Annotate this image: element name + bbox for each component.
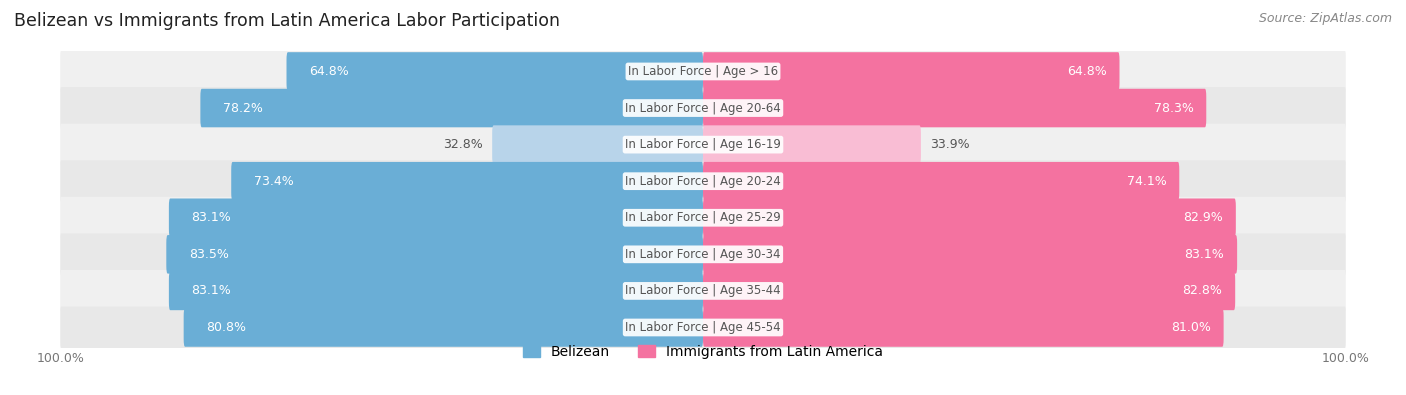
- Text: In Labor Force | Age 16-19: In Labor Force | Age 16-19: [626, 138, 780, 151]
- FancyBboxPatch shape: [201, 89, 703, 127]
- Text: In Labor Force | Age > 16: In Labor Force | Age > 16: [628, 65, 778, 78]
- Text: In Labor Force | Age 35-44: In Labor Force | Age 35-44: [626, 284, 780, 297]
- FancyBboxPatch shape: [703, 162, 1180, 201]
- Text: In Labor Force | Age 25-29: In Labor Force | Age 25-29: [626, 211, 780, 224]
- Text: 83.1%: 83.1%: [191, 284, 231, 297]
- Text: 81.0%: 81.0%: [1171, 321, 1211, 334]
- Text: 32.8%: 32.8%: [443, 138, 482, 151]
- FancyBboxPatch shape: [60, 233, 1346, 275]
- FancyBboxPatch shape: [703, 52, 1119, 91]
- Text: 78.3%: 78.3%: [1153, 102, 1194, 115]
- Text: 82.9%: 82.9%: [1184, 211, 1223, 224]
- FancyBboxPatch shape: [231, 162, 703, 201]
- Text: 78.2%: 78.2%: [224, 102, 263, 115]
- Text: 83.1%: 83.1%: [1184, 248, 1225, 261]
- FancyBboxPatch shape: [60, 87, 1346, 129]
- FancyBboxPatch shape: [703, 89, 1206, 127]
- Text: 33.9%: 33.9%: [931, 138, 970, 151]
- FancyBboxPatch shape: [703, 308, 1223, 347]
- Text: 64.8%: 64.8%: [1067, 65, 1107, 78]
- FancyBboxPatch shape: [703, 235, 1237, 274]
- FancyBboxPatch shape: [703, 272, 1236, 310]
- FancyBboxPatch shape: [166, 235, 703, 274]
- Text: 74.1%: 74.1%: [1126, 175, 1167, 188]
- FancyBboxPatch shape: [60, 160, 1346, 202]
- FancyBboxPatch shape: [287, 52, 703, 91]
- Text: 83.1%: 83.1%: [191, 211, 231, 224]
- Text: 83.5%: 83.5%: [188, 248, 229, 261]
- FancyBboxPatch shape: [60, 51, 1346, 92]
- FancyBboxPatch shape: [60, 124, 1346, 166]
- FancyBboxPatch shape: [492, 125, 703, 164]
- FancyBboxPatch shape: [60, 270, 1346, 312]
- Text: 64.8%: 64.8%: [309, 65, 349, 78]
- Text: In Labor Force | Age 20-64: In Labor Force | Age 20-64: [626, 102, 780, 115]
- Text: 82.8%: 82.8%: [1182, 284, 1222, 297]
- FancyBboxPatch shape: [703, 125, 921, 164]
- FancyBboxPatch shape: [60, 307, 1346, 348]
- Text: In Labor Force | Age 20-24: In Labor Force | Age 20-24: [626, 175, 780, 188]
- FancyBboxPatch shape: [169, 272, 703, 310]
- FancyBboxPatch shape: [703, 198, 1236, 237]
- Text: Belizean vs Immigrants from Latin America Labor Participation: Belizean vs Immigrants from Latin Americ…: [14, 12, 560, 30]
- FancyBboxPatch shape: [184, 308, 703, 347]
- Text: 80.8%: 80.8%: [207, 321, 246, 334]
- Text: In Labor Force | Age 45-54: In Labor Force | Age 45-54: [626, 321, 780, 334]
- Text: In Labor Force | Age 30-34: In Labor Force | Age 30-34: [626, 248, 780, 261]
- FancyBboxPatch shape: [60, 197, 1346, 239]
- Text: Source: ZipAtlas.com: Source: ZipAtlas.com: [1258, 12, 1392, 25]
- Text: 73.4%: 73.4%: [253, 175, 294, 188]
- Legend: Belizean, Immigrants from Latin America: Belizean, Immigrants from Latin America: [517, 339, 889, 364]
- FancyBboxPatch shape: [169, 198, 703, 237]
